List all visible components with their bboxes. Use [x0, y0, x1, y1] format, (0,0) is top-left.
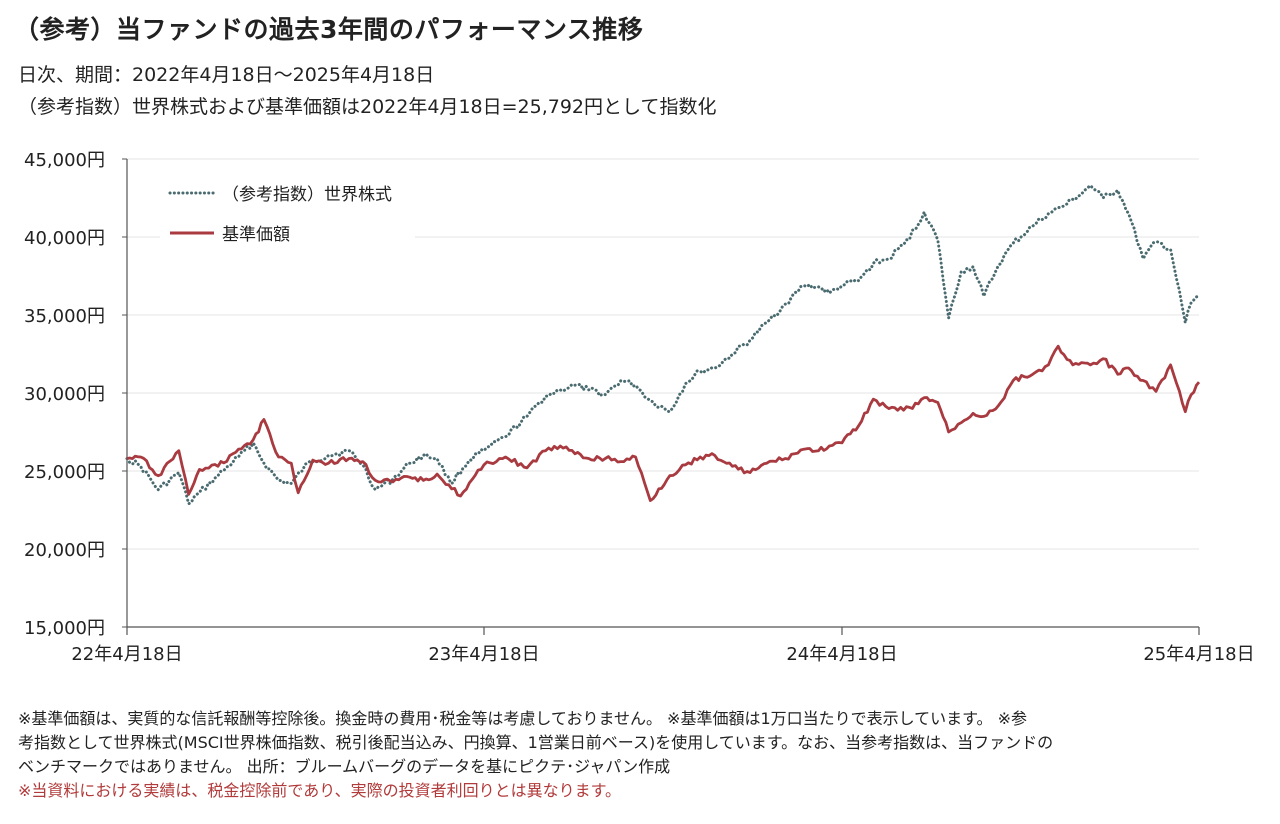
- x-tick-label: 25年4月18日: [1143, 644, 1254, 665]
- legend-label-nav: 基準価額: [222, 225, 290, 245]
- legend-label-index: （参考指数）世界株式: [222, 185, 392, 205]
- series-line-index: [125, 184, 1201, 506]
- y-tick-label: 25,000円: [24, 462, 105, 483]
- y-tick-label: 30,000円: [24, 384, 105, 405]
- period-subtitle: 日次、期間：2022年4月18日～2025年4月18日: [18, 64, 435, 86]
- legend-background: [160, 176, 415, 250]
- note-line-1: ※基準価額は、実質的な信託報酬等控除後。換金時の費用･税金等は考慮しておりません…: [18, 709, 1028, 728]
- x-tick-label: 24年4月18日: [786, 644, 897, 665]
- chart-title: （参考）当ファンドの過去3年間のパフォーマンス推移: [14, 15, 644, 44]
- y-tick-label: 40,000円: [24, 228, 105, 249]
- y-tick-label: 20,000円: [24, 540, 105, 561]
- x-tick-label: 23年4月18日: [428, 644, 539, 665]
- legend: （参考指数）世界株式 基準価額: [160, 176, 415, 250]
- x-tick-label: 22年4月18日: [71, 644, 182, 665]
- axes: 15,000円 20,000円 25,000円 30,000円 35,000円 40,00…: [24, 150, 1255, 665]
- series-lines: [125, 184, 1201, 506]
- series-line-nav: [126, 344, 1201, 502]
- note-line-3: ベンチマークではありません。 出所：ブルームバーグのデータを基にピクテ･ジャパン…: [18, 757, 671, 776]
- y-tick-label: 35,000円: [24, 306, 105, 327]
- y-tick-label: 15,000円: [24, 618, 105, 639]
- note-line-2: 考指数として世界株式(MSCI世界株価指数、税引後配当込み、円換算、1営業日前ベ…: [18, 733, 1054, 752]
- y-tick-label: 45,000円: [24, 150, 105, 171]
- index-subtitle: （参考指数）世界株式および基準価額は2022年4月18日=25,792円として指…: [18, 96, 717, 118]
- disclaimer-note: ※当資料における実績は、税金控除前であり、実際の投資者利回りとは異なります。: [18, 781, 622, 800]
